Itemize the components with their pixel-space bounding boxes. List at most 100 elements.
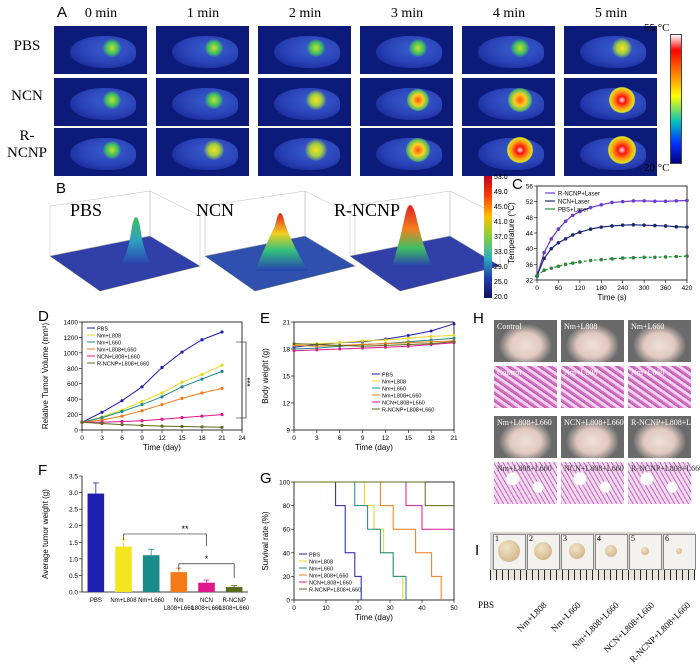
- y-tick-label: 1.0: [69, 556, 78, 563]
- bar: [142, 555, 160, 592]
- data-point: [100, 416, 104, 420]
- data-point: [653, 199, 657, 204]
- data-point: [80, 420, 84, 424]
- x-tick-label: 21: [450, 435, 458, 442]
- mouse-photo: [628, 320, 691, 362]
- data-point: [588, 227, 593, 231]
- panel-a-scale-max: 55 °C: [644, 22, 670, 34]
- bar: [115, 546, 132, 592]
- data-point: [120, 414, 124, 418]
- thermal-image: [564, 26, 657, 74]
- data-point: [610, 224, 614, 228]
- x-tick-label: 0: [292, 435, 296, 442]
- data-point: [338, 343, 342, 347]
- tumor-group-label: Nm+L660: [549, 600, 583, 634]
- data-point: [220, 412, 224, 417]
- data-point: [200, 391, 204, 395]
- legend-label: R-NCNP+L808+L660: [97, 361, 149, 367]
- time-label: 0 min: [84, 6, 118, 21]
- data-point: [160, 391, 164, 395]
- series-line: [536, 224, 688, 277]
- data-point: [631, 222, 636, 227]
- thermal-image: [258, 26, 351, 74]
- legend-label: Nm+L808+L660: [309, 573, 348, 579]
- tumor-group-label: Nm+L808: [515, 600, 549, 634]
- series-line: [81, 364, 223, 423]
- x-tick-label: 60: [555, 285, 563, 292]
- data-point: [542, 256, 546, 261]
- data-point: [160, 365, 164, 370]
- x-tick-label: 10: [322, 605, 330, 612]
- series-line: [294, 481, 407, 600]
- data-point: [556, 264, 561, 269]
- data-point: [383, 338, 387, 342]
- legend-label: R-NCNP+L808+L660: [309, 587, 361, 593]
- x-tick-label: 360: [660, 285, 671, 292]
- y-tick-label: 9: [286, 428, 290, 435]
- y-tick-label: 1000: [64, 350, 79, 357]
- data-point: [100, 421, 104, 426]
- thermal-image: [156, 26, 249, 74]
- data-point: [599, 225, 604, 229]
- data-point: [220, 425, 224, 429]
- panel-g-label: G: [260, 470, 272, 487]
- data-point: [140, 409, 144, 413]
- tumor-slot: [561, 534, 594, 570]
- group-label: NCN+L808+L660: [564, 464, 624, 473]
- tumor: [569, 543, 585, 559]
- y-tick-label: 200: [67, 412, 78, 419]
- time-label: 2 min: [288, 6, 322, 21]
- panel-a-scale-min: 20 °C: [644, 162, 670, 174]
- panel-b-surfaces: [49, 190, 501, 292]
- x-tick-label: 420: [682, 285, 693, 292]
- x-tick-label: 9: [140, 435, 144, 442]
- data-point: [653, 223, 657, 228]
- data-point: [100, 410, 104, 414]
- data-point: [588, 258, 593, 263]
- data-point: [220, 386, 224, 390]
- data-point: [549, 246, 554, 251]
- group-label: Nm+L660: [631, 368, 665, 377]
- series-line: [81, 370, 223, 423]
- legend-label: PBS: [309, 552, 320, 558]
- data-point: [292, 342, 296, 346]
- chart-c: 32 36 40 44 48 52 56 0 60 120 180 240 300 360 420 Time …: [507, 184, 693, 303]
- x-tick-label: 0: [80, 435, 84, 442]
- data-point: [663, 224, 668, 228]
- legend-label: NCN+Laser: [558, 200, 590, 206]
- histology-image: [494, 366, 557, 408]
- data-point: [578, 260, 582, 264]
- y-tick-label: 0: [286, 598, 290, 605]
- data-point: [160, 417, 164, 421]
- legend-label: NCN+L808+L660: [97, 354, 140, 360]
- data-point: [620, 223, 625, 227]
- y-tick-label: 60: [283, 527, 291, 534]
- data-point: [140, 419, 144, 423]
- data-point: [220, 369, 224, 373]
- panel-c-label: C: [512, 176, 523, 193]
- category-label: Nm+L660: [138, 598, 165, 604]
- legend-label: Nm+L660: [382, 386, 406, 392]
- data-point: [140, 402, 144, 407]
- y-axis-label: Relative Tumor Volume (mm³): [41, 323, 50, 430]
- tumor-number: 5: [631, 534, 635, 543]
- scale-tick-label: 49.0: [494, 189, 508, 196]
- mouse-photo: [494, 320, 557, 362]
- data-point: [406, 334, 410, 337]
- x-tick-label: 15: [405, 435, 413, 442]
- data-point: [200, 338, 204, 342]
- legend-label: NCN+L808+L660: [309, 580, 352, 586]
- y-tick-label: 52: [526, 199, 534, 206]
- sig-bracket: [123, 533, 207, 546]
- mouse-photo: [561, 416, 624, 458]
- data-point: [563, 237, 568, 241]
- tumor-group-label: PBS: [478, 600, 495, 610]
- panel-a-label: A: [57, 4, 68, 21]
- category-label: R-NCNP: [222, 598, 245, 604]
- scale-tick-label: 29.0: [494, 264, 508, 271]
- category-label: NCN: [200, 598, 213, 604]
- tumor-slot: [527, 534, 560, 570]
- row-label: NCN: [11, 88, 43, 104]
- group-label: Nm+L808: [564, 322, 598, 331]
- series-line: [293, 341, 455, 347]
